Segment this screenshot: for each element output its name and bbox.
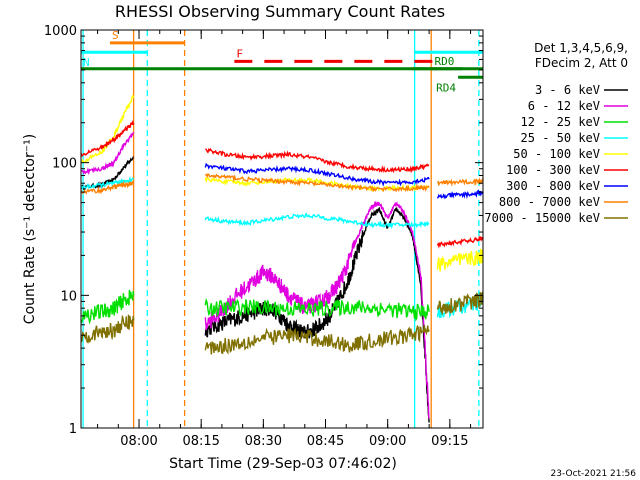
series-4-segment-2 xyxy=(204,212,430,230)
series-3-segment-2 xyxy=(204,297,430,322)
generation-timestamp: 23-Oct-2021 21:56 xyxy=(551,469,637,479)
x-tick-label-6: 09:15 xyxy=(431,434,468,449)
x-tick-label-2: 08:15 xyxy=(182,434,219,449)
chart-title: RHESSI Observing Summary Count Rates xyxy=(115,2,445,21)
legend-label-1: 3 - 6 keV xyxy=(535,83,600,97)
state-bar-label-1: S xyxy=(112,29,119,42)
state-bar-label-4: F xyxy=(236,47,243,60)
series-7-segment-2 xyxy=(436,189,484,200)
series-7-segment-1 xyxy=(204,162,430,187)
legend: Det 1,3,4,5,6,9, FDecim 2, Att 0 3 - 6 k… xyxy=(484,41,628,225)
legend-label-4: 25 - 50 keV xyxy=(521,131,600,145)
series-5-segment-1 xyxy=(80,94,135,164)
series-3-segment-1 xyxy=(80,289,135,325)
y-axis-label: Count Rate (s⁻¹ detector⁻¹) xyxy=(22,134,38,324)
state-bar-label-2: N xyxy=(83,56,90,69)
x-tick-label-1: 08:00 xyxy=(120,434,157,449)
legend-header-line-2: FDecim 2, Att 0 xyxy=(535,56,628,70)
y-tick-label-4: 1000 xyxy=(44,24,77,39)
plot-area: S N F RD0 RD4 xyxy=(80,29,484,428)
legend-label-8: 800 - 7000 keV xyxy=(499,195,600,209)
x-tick-label-3: 08:30 xyxy=(245,434,282,449)
y-tick-label-3: 100 xyxy=(52,157,77,172)
series-2-segment-1 xyxy=(80,131,135,176)
series-8-segment-1 xyxy=(80,180,135,195)
legend-label-3: 12 - 25 keV xyxy=(521,115,600,129)
x-axis-label: Start Time (29-Sep-03 07:46:02) xyxy=(169,456,397,472)
legend-header-line-1: Det 1,3,4,5,6,9, xyxy=(534,41,628,55)
series-6-segment-2 xyxy=(205,147,430,174)
series-6-segment-3 xyxy=(436,235,484,249)
y-axis: 1 10 100 1000 xyxy=(44,24,483,437)
state-bar-label-7: RD4 xyxy=(436,81,456,94)
legend-label-5: 50 - 100 keV xyxy=(513,147,600,161)
legend-label-2: 6 - 12 keV xyxy=(528,99,600,113)
series-2-segment-2 xyxy=(204,200,430,419)
series-5-segment-3 xyxy=(436,248,484,272)
legend-label-9: 7000 - 15000 keV xyxy=(484,211,600,225)
series-8-segment-2 xyxy=(204,173,430,193)
plot-frame xyxy=(80,29,484,429)
y-tick-label-2: 10 xyxy=(60,289,77,304)
series-8-segment-3 xyxy=(436,177,484,187)
x-tick-label-4: 08:45 xyxy=(307,434,344,449)
x-axis: 08:00 08:15 08:30 08:45 09:00 09:15 xyxy=(97,30,472,449)
series-9-segment-3 xyxy=(436,291,484,315)
legend-label-6: 100 - 300 keV xyxy=(506,163,600,177)
legend-label-7: 300 - 800 keV xyxy=(506,179,600,193)
series-4-segment-1 xyxy=(80,176,134,190)
x-tick-label-5: 09:00 xyxy=(369,434,406,449)
state-bar-label-6: RD0 xyxy=(435,55,455,68)
series-9-segment-2 xyxy=(204,324,430,355)
series-1-segment-2 xyxy=(204,206,430,423)
y-tick-label-1: 1 xyxy=(69,422,77,437)
series-9-segment-1 xyxy=(80,314,135,344)
series-6-segment-1 xyxy=(80,120,135,157)
